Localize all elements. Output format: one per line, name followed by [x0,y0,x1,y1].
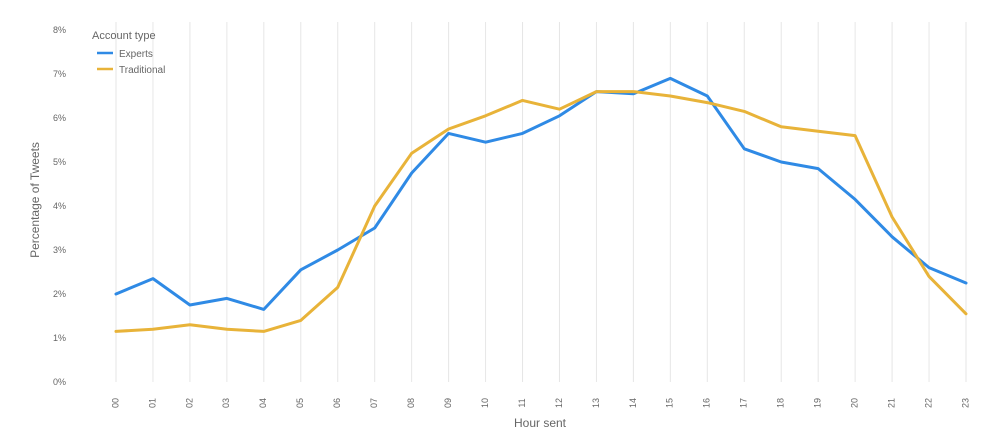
legend-label-traditional: Traditional [119,65,165,76]
y-tick-label: 0% [53,377,66,387]
y-tick-label: 2% [53,289,66,299]
x-tick-label: 00 [110,398,120,408]
x-tick-label: 16 [702,398,712,408]
x-tick-label: 07 [369,398,379,408]
x-tick-label: 14 [628,398,638,408]
x-tick-label: 15 [665,398,675,408]
x-tick-label: 01 [147,398,157,408]
y-tick-label: 1% [53,333,66,343]
x-tick-label: 03 [221,398,231,408]
x-axis-title: Hour sent [514,416,567,430]
x-tick-label: 21 [886,398,896,408]
x-tick-label: 12 [554,398,564,408]
legend: Account type Experts Traditional [92,30,165,76]
x-tick-label: 23 [960,398,970,408]
x-tick-label: 22 [923,398,933,408]
y-tick-label: 7% [53,69,66,79]
x-tick-label: 11 [517,398,527,407]
legend-label-experts: Experts [119,49,153,60]
x-tick-label: 02 [184,398,194,408]
x-tick-label: 05 [295,398,305,408]
y-axis-title: Percentage of Tweets [28,142,42,258]
y-tick-label: 6% [53,113,66,123]
vertical-gridlines [115,22,967,382]
x-tick-label: 10 [480,398,490,408]
y-tick-label: 5% [53,157,66,167]
series-line-traditional [114,90,968,333]
x-tick-label: 17 [739,398,749,408]
x-tick-label: 18 [776,398,786,408]
x-axis-ticks: 00 01 02 03 04 05 06 07 08 09 10 11 12 13 14 15 16 17 18 19… [110,398,970,408]
x-tick-label: 09 [443,398,453,408]
x-tick-label: 04 [258,398,268,408]
x-tick-label: 20 [850,398,860,408]
x-tick-label: 06 [332,398,342,408]
series-lines [114,76,968,333]
legend-title: Account type [92,30,156,42]
y-tick-label: 4% [53,201,66,211]
y-axis-ticks: 0% 1% 2% 3% 4% 5% 6% 7% 8% [53,25,66,387]
y-tick-label: 8% [53,25,66,35]
x-tick-label: 19 [813,398,823,408]
x-tick-label: 13 [591,398,601,408]
y-tick-label: 3% [53,245,66,255]
x-tick-label: 08 [406,398,416,408]
series-line-experts [114,76,968,311]
